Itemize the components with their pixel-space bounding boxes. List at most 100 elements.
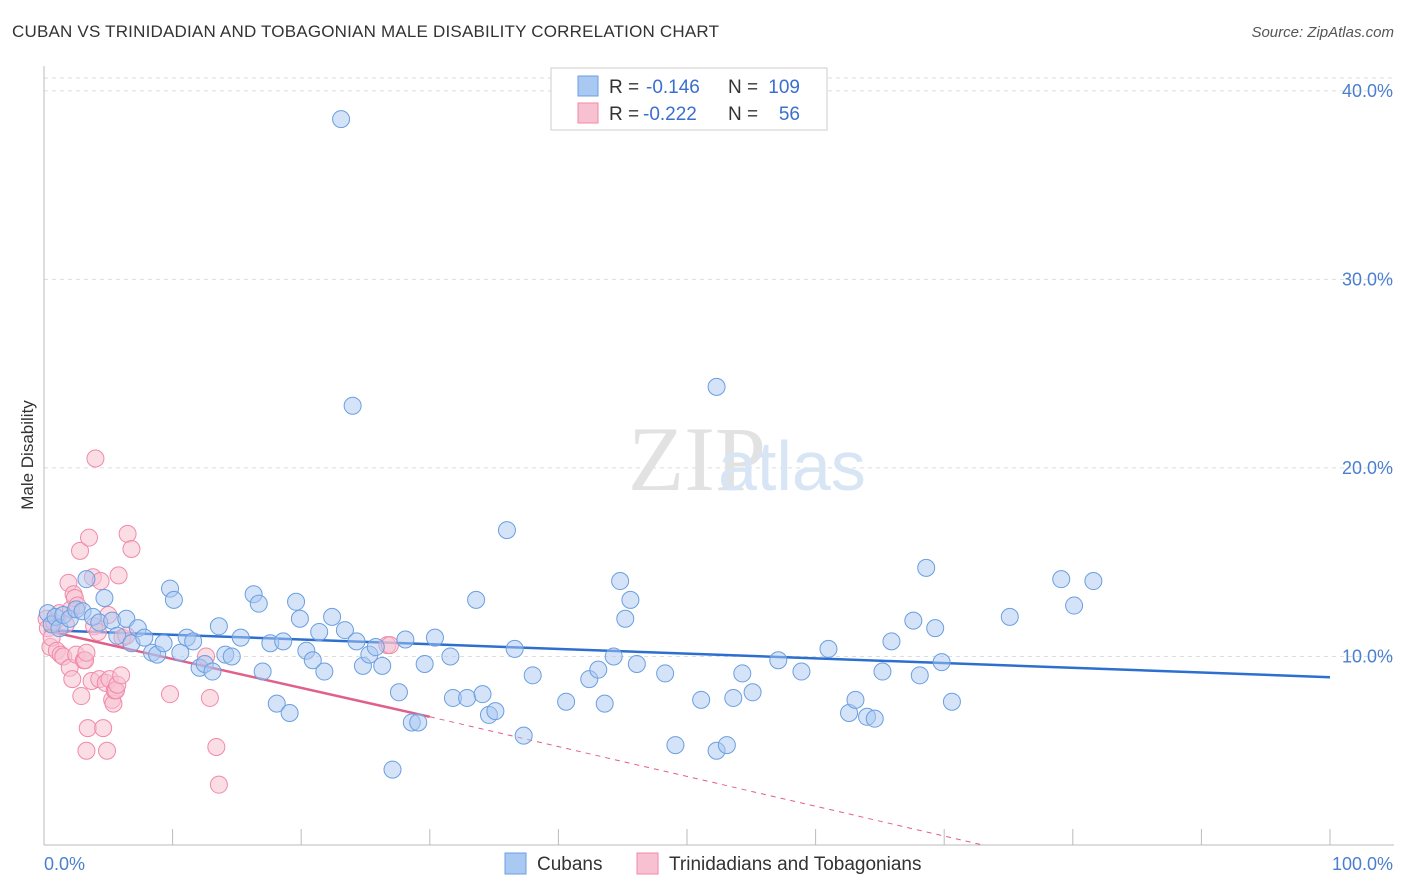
trinidadians-point xyxy=(109,566,128,585)
trinidadians-point xyxy=(161,685,180,704)
cubans-point xyxy=(171,643,190,662)
trinidadians-point xyxy=(207,737,226,756)
x-tick-label: 100.0% xyxy=(1332,854,1393,874)
watermark-zip: ZIP xyxy=(628,408,766,510)
series-legend: Cubans Trinidadians and Tobagonians xyxy=(504,852,921,875)
y-tick-label: 20.0% xyxy=(1342,458,1393,478)
legend-swatch-trinidadians xyxy=(577,102,599,124)
cubans-point xyxy=(616,609,635,628)
cubans-point xyxy=(290,609,309,628)
cubans-point xyxy=(865,709,884,728)
legend-n-value-2: 56 xyxy=(779,104,800,125)
cubans-point xyxy=(415,655,434,674)
trinidadians-point xyxy=(98,741,117,760)
bottom-legend-trinidadians: Trinidadians and Tobagonians xyxy=(669,854,921,875)
cubans-point xyxy=(557,692,576,711)
cubans-point xyxy=(627,655,646,674)
cubans-point xyxy=(724,688,743,707)
cubans-point xyxy=(656,664,675,683)
cubans-point xyxy=(942,692,961,711)
series-cubans-points xyxy=(38,110,1103,779)
bottom-legend-swatch-trinidadians xyxy=(636,852,659,875)
cubans-point xyxy=(249,594,268,613)
cubans-point xyxy=(323,607,342,626)
trinidadians-trend-line xyxy=(43,628,431,719)
trinidadians-point xyxy=(86,449,105,468)
cubans-point xyxy=(497,521,516,540)
legend-r-label-1: R = xyxy=(609,77,639,98)
legend-n-value-1: 109 xyxy=(768,77,800,98)
cubans-point xyxy=(514,726,533,745)
cubans-point xyxy=(335,621,354,640)
watermark-atlas: atlas xyxy=(718,427,866,505)
source-label: Source: ZipAtlas.com xyxy=(1251,24,1394,41)
cubans-point xyxy=(441,647,460,666)
cubans-point xyxy=(164,590,183,609)
cubans-point xyxy=(135,628,154,647)
cubans-point xyxy=(274,632,293,651)
cubans-point xyxy=(108,626,127,645)
cubans-point xyxy=(1065,596,1084,615)
cubans-point xyxy=(203,662,222,681)
cubans-point xyxy=(910,666,929,685)
trinidadians-point xyxy=(118,524,137,543)
legend-r-label-2: R = xyxy=(609,104,639,125)
trinidadians-point xyxy=(77,741,96,760)
cubans-point xyxy=(287,592,306,611)
cubans-point xyxy=(819,639,838,658)
cubans-point xyxy=(267,694,286,713)
cubans-point xyxy=(523,666,542,685)
legend-r-value-1: -0.146 xyxy=(646,77,700,98)
cubans-point xyxy=(383,760,402,779)
chart-title: CUBAN VS TRINIDADIAN AND TOBAGONIAN MALE… xyxy=(12,22,720,41)
cubans-point xyxy=(604,647,623,666)
cubans-point xyxy=(458,688,477,707)
cubans-point xyxy=(926,619,945,638)
cubans-point xyxy=(467,590,486,609)
cubans-point xyxy=(1000,607,1019,626)
trinidadians-point xyxy=(77,643,96,662)
cubans-point xyxy=(707,377,726,396)
cubans-point xyxy=(505,639,524,658)
cubans-point xyxy=(280,704,299,723)
cubans-point xyxy=(95,589,114,608)
cubans-point xyxy=(846,690,865,709)
cubans-point xyxy=(209,617,228,636)
cubans-point xyxy=(692,690,711,709)
x-tick-labels: 0.0% 100.0% xyxy=(44,854,1393,874)
cubans-point xyxy=(222,647,241,666)
cubans-point xyxy=(409,713,428,732)
cubans-point xyxy=(733,664,752,683)
trinidadians-point xyxy=(72,687,91,706)
legend-n-label-1: N = xyxy=(728,77,758,98)
trinidadians-point xyxy=(209,775,228,794)
cubans-point xyxy=(315,662,334,681)
cubans-point xyxy=(743,683,762,702)
cubans-point xyxy=(486,702,505,721)
cubans-point xyxy=(595,694,614,713)
cubans-point xyxy=(184,632,203,651)
trinidadians-point xyxy=(112,666,131,685)
cubans-point xyxy=(873,662,892,681)
cubans-point xyxy=(332,110,351,129)
trinidadians-point xyxy=(63,670,82,689)
legend-swatch-cubans xyxy=(577,75,599,97)
cubans-point xyxy=(473,685,492,704)
trinidadians-trend-extension xyxy=(429,716,983,846)
cubans-point xyxy=(373,656,392,675)
cubans-trend-line xyxy=(43,628,1331,679)
trinidadians-point xyxy=(122,539,141,558)
cubans-point xyxy=(917,558,936,577)
correlation-legend: R = -0.146 N = 109 R = -0.222 N = 56 xyxy=(550,67,828,131)
bottom-legend-cubans: Cubans xyxy=(537,854,603,875)
cubans-point xyxy=(389,683,408,702)
cubans-point xyxy=(611,572,630,591)
trinidadians-point xyxy=(80,528,99,547)
cubans-point xyxy=(904,611,923,630)
cubans-point xyxy=(231,628,250,647)
cubans-point xyxy=(621,590,640,609)
cubans-point xyxy=(396,630,415,649)
cubans-point xyxy=(347,632,366,651)
cubans-point xyxy=(310,622,329,641)
